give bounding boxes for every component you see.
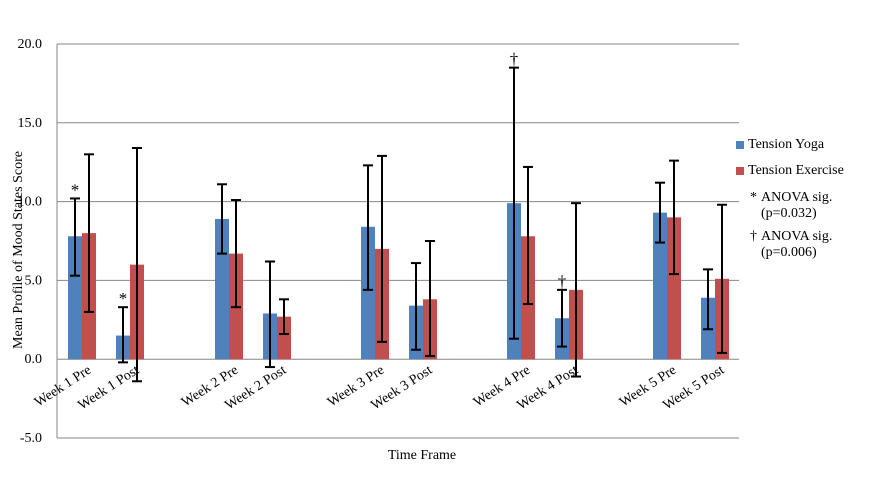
y-tick-label: 0.0 — [25, 352, 43, 367]
note-text: ANOVA sig. — [761, 190, 833, 205]
legend-item-exercise: Tension Exercise — [736, 158, 844, 184]
bar — [667, 217, 681, 360]
note-marker: † — [750, 229, 757, 244]
y-tick-label: 5.0 — [25, 273, 43, 288]
bars — [68, 203, 729, 360]
x-axis-label: Time Frame — [388, 448, 456, 463]
note-pvalue: (p=0.032) — [761, 206, 817, 221]
legend: Tension Yoga Tension Exercise — [736, 132, 844, 184]
significance-marker: † — [558, 272, 567, 291]
y-tick-label: -5.0 — [20, 431, 42, 446]
bar — [361, 226, 375, 360]
significance-marker: * — [119, 289, 128, 308]
y-axis-ticks: -5.0 0.0 5.0 10.0 15.0 20.0 — [18, 37, 43, 446]
annotations: * * † † — [71, 50, 567, 309]
y-axis-label: Mean Profile of Mood States Score — [11, 151, 26, 349]
legend-item-yoga: Tension Yoga — [736, 132, 844, 158]
bar — [653, 212, 667, 360]
legend-label-yoga: Tension Yoga — [748, 137, 825, 152]
y-tick-label: 15.0 — [18, 116, 43, 131]
note-anova-2: † ANOVA sig. (p=0.006) — [750, 229, 832, 261]
note-text: ANOVA sig. — [761, 229, 833, 244]
bar — [277, 316, 291, 360]
legend-swatch-exercise — [736, 167, 744, 175]
significance-marker: * — [71, 180, 80, 199]
legend-label-exercise: Tension Exercise — [748, 163, 844, 178]
gridlines — [56, 43, 739, 439]
note-pvalue: (p=0.006) — [761, 245, 817, 260]
significance-marker: † — [510, 50, 519, 69]
y-tick-label: 10.0 — [18, 195, 43, 210]
legend-swatch-yoga — [736, 141, 744, 149]
error-bars — [70, 66, 727, 383]
y-tick-label: 20.0 — [18, 37, 43, 52]
note-anova-1: * ANOVA sig. (p=0.032) — [750, 190, 832, 222]
note-marker: * — [750, 190, 757, 205]
bar — [68, 236, 82, 360]
